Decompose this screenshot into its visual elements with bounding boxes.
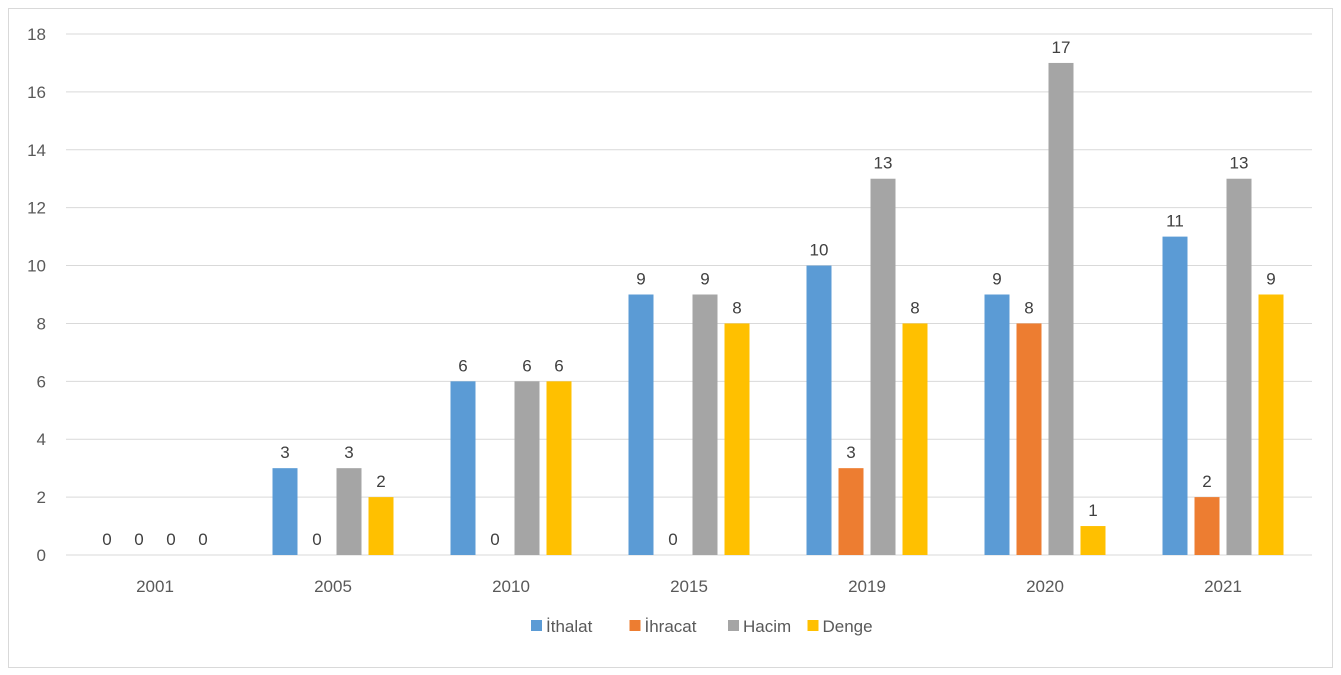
data-label: 9 bbox=[992, 270, 1001, 289]
bar bbox=[902, 323, 928, 555]
data-label: 0 bbox=[134, 530, 143, 549]
bar bbox=[984, 294, 1010, 555]
bar bbox=[1162, 236, 1188, 555]
bar bbox=[1258, 294, 1284, 555]
data-label: 8 bbox=[910, 298, 919, 317]
y-tick-label: 6 bbox=[37, 372, 46, 391]
bar bbox=[368, 497, 394, 555]
y-tick-label: 4 bbox=[37, 430, 46, 449]
data-label: 9 bbox=[636, 270, 645, 289]
x-tick-label: 2020 bbox=[1026, 577, 1064, 596]
bar bbox=[724, 323, 750, 555]
data-label: 0 bbox=[668, 530, 677, 549]
y-tick-label: 16 bbox=[27, 83, 46, 102]
bar bbox=[1048, 62, 1074, 555]
bar bbox=[272, 468, 298, 555]
x-tick-label: 2001 bbox=[136, 577, 174, 596]
bar bbox=[514, 381, 540, 555]
y-tick-label: 18 bbox=[27, 25, 46, 44]
data-label: 6 bbox=[458, 356, 467, 375]
y-tick-label: 12 bbox=[27, 199, 46, 218]
legend-label: İthalat bbox=[546, 617, 593, 636]
x-tick-label: 2010 bbox=[492, 577, 530, 596]
data-label: 8 bbox=[732, 298, 741, 317]
chart-frame bbox=[8, 8, 1333, 668]
x-tick-label: 2015 bbox=[670, 577, 708, 596]
data-label: 0 bbox=[166, 530, 175, 549]
bar bbox=[1194, 497, 1220, 555]
data-label: 11 bbox=[1166, 212, 1184, 231]
x-tick-label: 2019 bbox=[848, 577, 886, 596]
data-label: 6 bbox=[554, 356, 563, 375]
bar bbox=[336, 468, 362, 555]
bar bbox=[806, 265, 832, 555]
legend-swatch bbox=[531, 620, 542, 631]
gridlines bbox=[66, 33, 1312, 556]
data-label: 17 bbox=[1052, 38, 1071, 57]
bar bbox=[870, 178, 896, 555]
data-label: 2 bbox=[376, 472, 385, 491]
legend-label: Hacim bbox=[743, 617, 791, 636]
y-tick-label: 8 bbox=[37, 314, 46, 333]
bar bbox=[1080, 526, 1106, 555]
data-label: 13 bbox=[1230, 154, 1249, 173]
data-label: 3 bbox=[846, 443, 855, 462]
data-label: 2 bbox=[1202, 472, 1211, 491]
x-tick-label: 2021 bbox=[1204, 577, 1242, 596]
legend-label: İhracat bbox=[645, 617, 697, 636]
legend-swatch bbox=[629, 620, 641, 631]
data-label: 1 bbox=[1088, 501, 1097, 520]
data-label: 3 bbox=[280, 443, 289, 462]
bar bbox=[628, 294, 654, 555]
bar bbox=[450, 381, 476, 555]
y-tick-label: 14 bbox=[27, 141, 46, 160]
data-label: 0 bbox=[490, 530, 499, 549]
legend-label: Denge bbox=[823, 617, 873, 636]
bar bbox=[838, 468, 864, 555]
y-tick-label: 2 bbox=[37, 488, 46, 507]
x-tick-label: 2005 bbox=[314, 577, 352, 596]
bar bbox=[1016, 323, 1042, 555]
bar bbox=[1226, 178, 1252, 555]
data-label: 8 bbox=[1024, 298, 1033, 317]
data-label: 0 bbox=[102, 530, 111, 549]
y-tick-label: 10 bbox=[27, 257, 46, 276]
data-label: 9 bbox=[1266, 270, 1275, 289]
data-label: 3 bbox=[344, 443, 353, 462]
data-label: 0 bbox=[312, 530, 321, 549]
data-label: 6 bbox=[522, 356, 531, 375]
data-label: 0 bbox=[198, 530, 207, 549]
legend: İthalat İhracat Hacim Denge bbox=[531, 617, 873, 636]
legend-swatch bbox=[807, 620, 819, 631]
data-label: 13 bbox=[874, 154, 893, 173]
y-axis-ticks: 0 2 4 6 8 10 12 14 16 18 bbox=[27, 25, 46, 565]
data-label: 10 bbox=[810, 241, 829, 260]
legend-swatch bbox=[728, 620, 739, 631]
bars bbox=[272, 62, 1284, 555]
bar bbox=[692, 294, 718, 555]
data-label: 9 bbox=[700, 270, 709, 289]
y-tick-label: 0 bbox=[37, 546, 46, 565]
x-axis-ticks: 2001 2005 2010 2015 2019 2020 2021 bbox=[136, 577, 1242, 596]
bar bbox=[546, 381, 572, 555]
